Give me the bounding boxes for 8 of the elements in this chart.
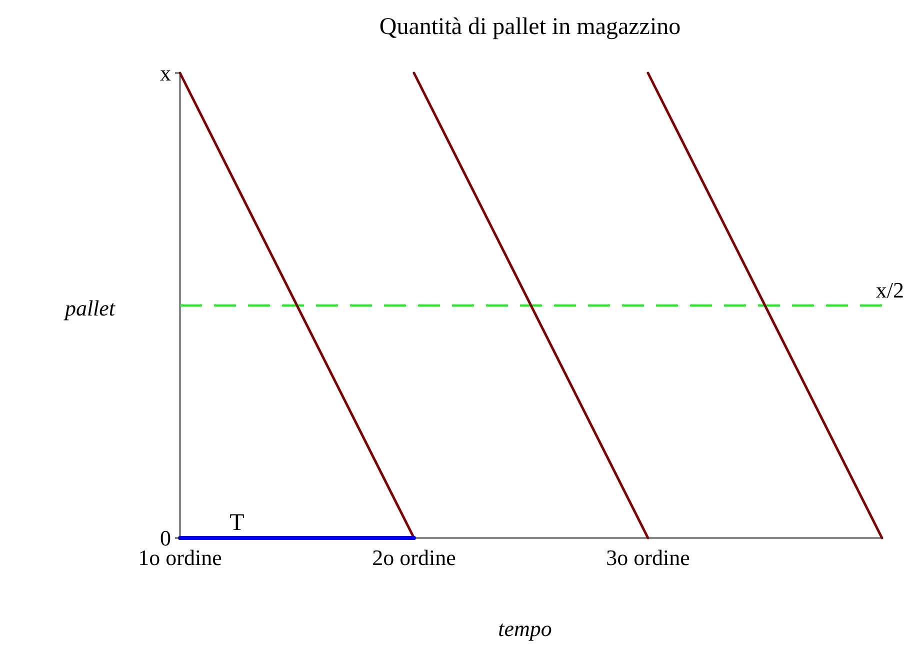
x-tick-label: 2o ordine [372,545,456,570]
text: x [160,60,171,86]
y-axis-title: pallet [62,296,116,320]
x-axis-title: tempo [498,616,552,641]
chart-title: Quantità di pallet in magazzino [379,14,681,40]
x-tick-label: 3o ordine [606,545,690,570]
ref-line-label: x/2 [876,278,904,302]
series-label: T [230,510,245,536]
